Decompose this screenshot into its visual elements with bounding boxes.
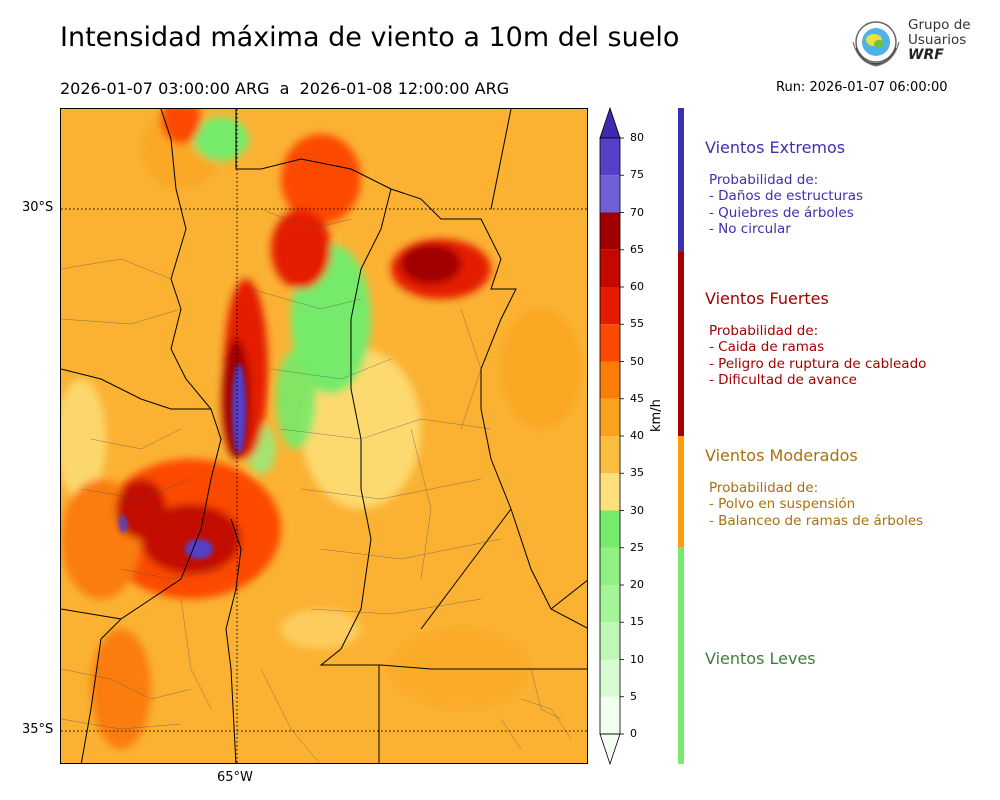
logo-text: Grupo de Usuarios WRF (908, 18, 971, 63)
colorbar-tick-label: 70 (630, 205, 644, 219)
colorbar-tick-label: 60 (630, 280, 644, 293)
category-item: - Daños de estructuras (709, 188, 864, 205)
category-item: - Balanceo de ramas de árboles (709, 512, 924, 529)
colorbar-tick-label: 25 (630, 540, 644, 554)
category-bar (678, 108, 684, 252)
colorbar-tick-label: 20 (630, 578, 644, 591)
colorbar-segment (600, 473, 620, 511)
colorbar-tick-label: 65 (630, 242, 644, 256)
colorbar-extend-top (599, 106, 621, 139)
colorbar-tick-label: 35 (630, 466, 644, 480)
colorbar-tick-label: 10 (630, 652, 644, 666)
category-item: - Peligro de ruptura de cableado (709, 355, 927, 372)
colorbar-segment (600, 212, 620, 250)
colorbar-tick-label: 75 (630, 168, 644, 182)
colorbar-tick-label: 45 (630, 391, 644, 405)
probability-label: Probabilidad de: (709, 323, 819, 339)
category-bar (678, 252, 684, 436)
colorbar-tick-label: 40 (630, 429, 644, 442)
colorbar-segment (600, 622, 620, 660)
forecast-period: 2026-01-07 03:00:00 ARG a 2026-01-08 12:… (60, 79, 510, 98)
lon-label-65w: 65°W (217, 770, 253, 785)
lat-label-35s: 35°S (22, 722, 54, 737)
globe-icon (852, 21, 900, 67)
colorbar-segment (600, 659, 620, 697)
colorbar (599, 106, 624, 766)
logo-line-1: Grupo de (908, 17, 971, 33)
colorbar-segment (600, 547, 620, 585)
category-bar (678, 436, 684, 547)
colorbar-segment (600, 398, 620, 436)
category-title: Vientos Moderados (705, 446, 858, 465)
colorbar-segment (600, 361, 620, 399)
colorbar-extend-bottom (599, 733, 621, 766)
colorbar-segment (600, 138, 620, 176)
colorbar-segment (600, 585, 620, 623)
colorbar-unit-label: km/h (649, 399, 664, 432)
wind-map (60, 108, 588, 764)
colorbar-tick-label: 0 (630, 727, 637, 740)
run-time: Run: 2026-01-07 06:00:00 (776, 80, 948, 95)
colorbar-segment (600, 696, 620, 734)
category-title: Vientos Fuertes (705, 289, 829, 308)
colorbar-tick-label: 50 (630, 354, 644, 368)
colorbar-segment (600, 287, 620, 325)
category-description: Probabilidad de: - Daños de estructuras - … (709, 172, 863, 237)
colorbar-tick-label: 80 (630, 131, 644, 144)
category-item: - No circular (709, 220, 791, 237)
category-title: Vientos Leves (705, 649, 816, 668)
category-item: - Polvo en suspensión (709, 496, 856, 513)
colorbar-segment (600, 175, 620, 213)
category-item: - Quiebres de árboles (709, 204, 854, 221)
logo-line-2: Usuarios (908, 32, 967, 48)
category-bar (678, 547, 684, 764)
category-item: - Dificultad de avance (709, 371, 857, 388)
category-title: Vientos Extremos (705, 138, 846, 157)
category-description: Probabilidad de: - Caida de ramas - Peligr… (709, 323, 926, 388)
category-item: - Caida de ramas (709, 339, 825, 356)
colorbar-segment (600, 510, 620, 548)
probability-label: Probabilidad de: (709, 172, 819, 188)
colorbar-segment (600, 436, 620, 474)
wind-field (61, 109, 587, 763)
category-description: Probabilidad de: - Polvo en suspensión - B… (709, 480, 923, 529)
probability-label: Probabilidad de: (709, 480, 819, 496)
colorbar-tick-label: 5 (630, 689, 637, 703)
colorbar-segment (600, 324, 620, 362)
colorbar-tick-label: 15 (630, 615, 644, 629)
wrf-logo: Grupo de Usuarios WRF (848, 18, 978, 70)
logo-line-3: WRF (908, 47, 944, 63)
colorbar-tick-label: 55 (630, 317, 644, 331)
colorbar-tick-label: 30 (630, 503, 644, 517)
lat-label-30s: 30°S (22, 200, 54, 215)
chart-title: Intensidad máxima de viento a 10m del su… (60, 22, 680, 53)
colorbar-segment (600, 249, 620, 287)
